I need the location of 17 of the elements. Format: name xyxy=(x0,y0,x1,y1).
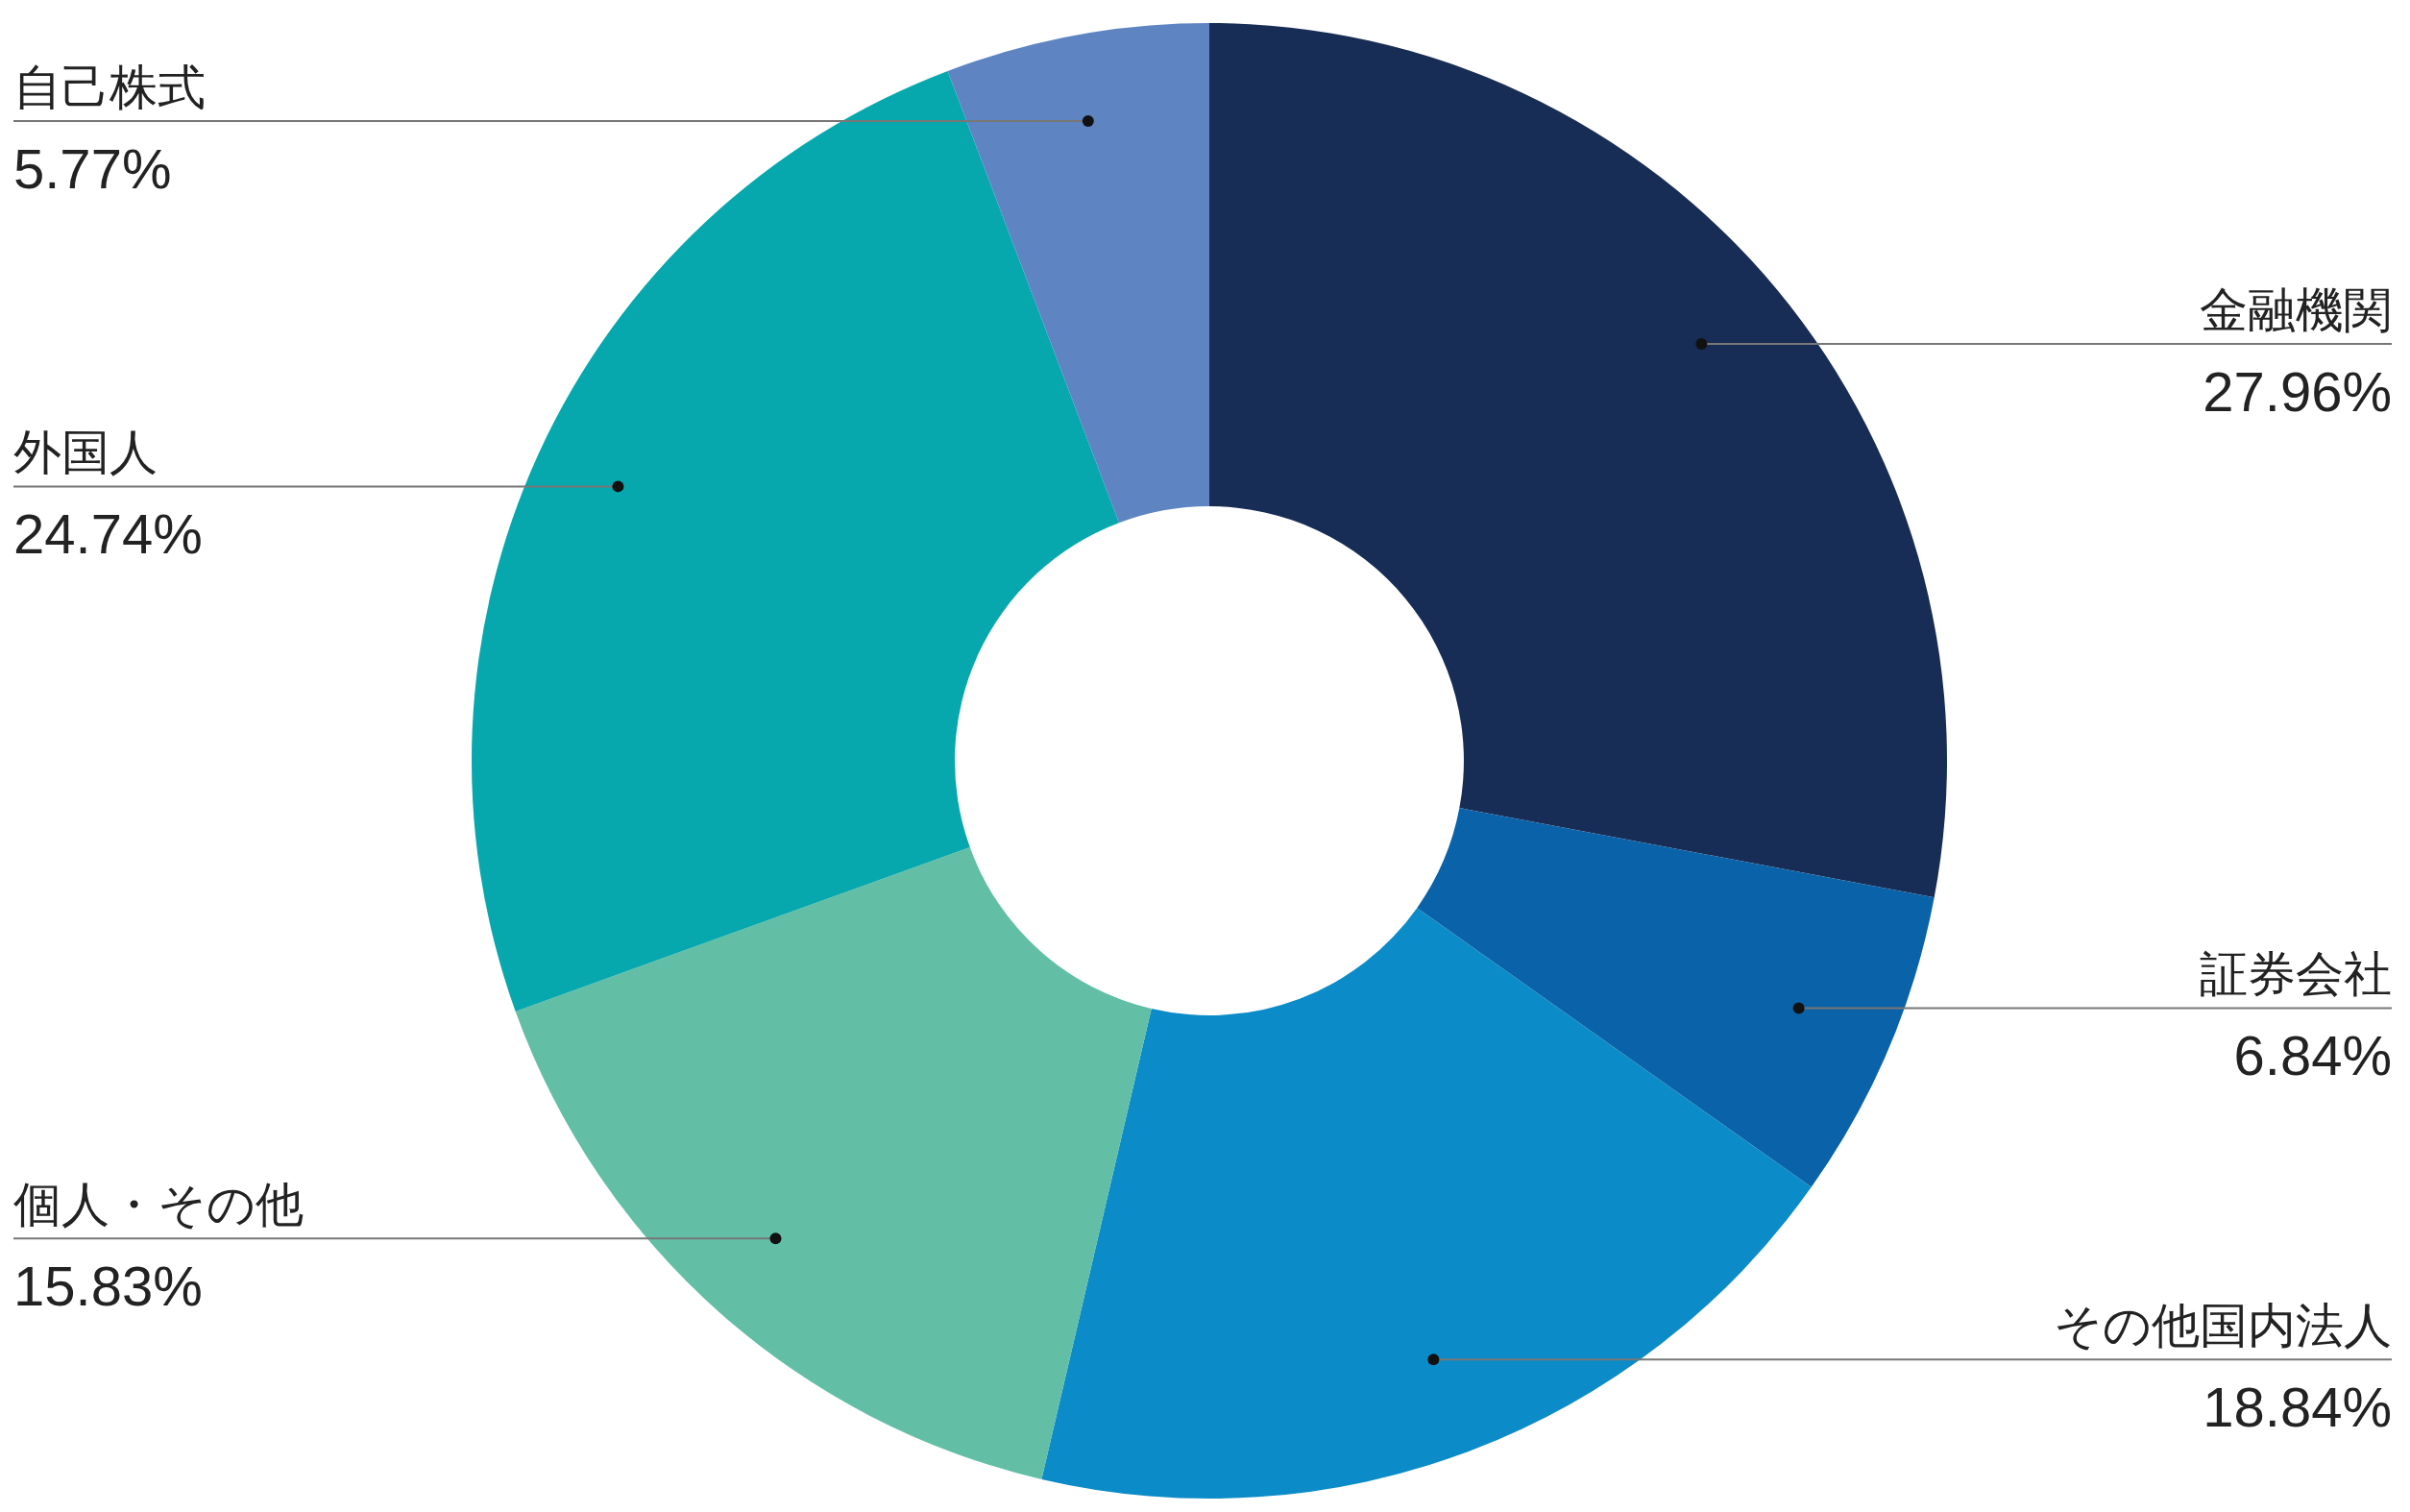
donut-slice xyxy=(1041,908,1812,1499)
slice-label: 証券会社 xyxy=(2200,946,2392,1003)
donut-slice xyxy=(947,23,1209,524)
slice-label: 個人・その他 xyxy=(13,1177,304,1233)
slice-label: 金融機関 xyxy=(2200,282,2392,339)
slice-label: 自己株式 xyxy=(13,60,206,116)
donut-slice xyxy=(472,70,1120,1012)
slice-label: その他国内法人 xyxy=(2054,1298,2392,1354)
data-label: 6.84% xyxy=(2233,1024,2392,1087)
data-label: 24.74% xyxy=(13,502,203,566)
data-label: 18.84% xyxy=(2203,1376,2392,1439)
slice-label: 外国人 xyxy=(13,425,158,481)
donut-slice xyxy=(515,847,1152,1479)
data-label: 15.83% xyxy=(13,1255,203,1318)
data-label: 5.77% xyxy=(13,137,172,201)
donut-slice xyxy=(1209,23,1946,898)
data-label: 27.96% xyxy=(2203,360,2392,424)
